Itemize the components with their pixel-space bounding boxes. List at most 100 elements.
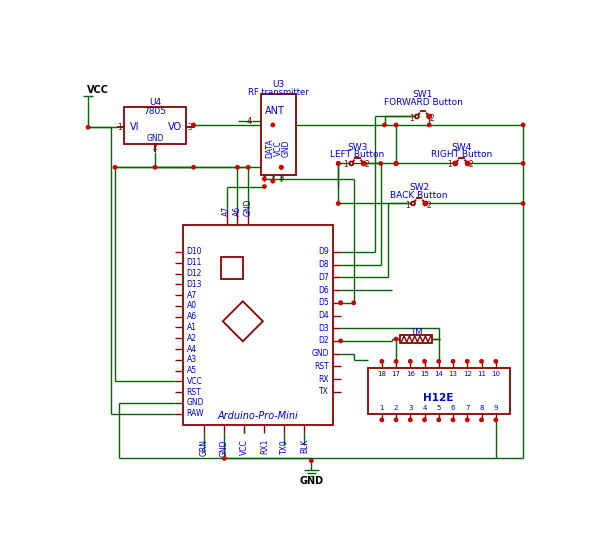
Circle shape xyxy=(192,166,195,169)
Text: RST: RST xyxy=(314,362,329,371)
Circle shape xyxy=(427,115,431,118)
Circle shape xyxy=(337,202,340,205)
Circle shape xyxy=(394,337,398,340)
Text: RAW: RAW xyxy=(187,409,204,418)
Text: A7: A7 xyxy=(187,291,197,300)
Text: A6: A6 xyxy=(187,312,197,321)
Text: A3: A3 xyxy=(187,355,197,365)
Circle shape xyxy=(454,161,457,165)
Text: D5: D5 xyxy=(319,298,329,307)
Text: 4: 4 xyxy=(247,116,252,125)
Text: 2: 2 xyxy=(469,161,473,170)
Bar xyxy=(221,258,243,279)
Circle shape xyxy=(271,179,275,183)
Bar xyxy=(183,225,333,425)
Text: SW3: SW3 xyxy=(347,143,368,152)
Circle shape xyxy=(409,360,412,363)
Bar xyxy=(262,94,296,175)
Text: GND: GND xyxy=(311,349,329,358)
Circle shape xyxy=(451,418,455,422)
Text: D8: D8 xyxy=(319,260,329,269)
Text: Arduino-Pro-Mini: Arduino-Pro-Mini xyxy=(217,411,298,421)
Circle shape xyxy=(263,185,266,188)
Text: A4: A4 xyxy=(187,344,197,353)
Text: 1: 1 xyxy=(409,114,414,123)
Text: A0: A0 xyxy=(187,301,197,310)
Text: 7: 7 xyxy=(465,404,470,410)
Text: VCC: VCC xyxy=(240,439,249,455)
Circle shape xyxy=(349,161,353,165)
Text: 15: 15 xyxy=(420,371,429,377)
Text: GRN: GRN xyxy=(200,439,209,456)
Text: SW2: SW2 xyxy=(409,183,429,192)
Text: BACK Button: BACK Button xyxy=(391,190,448,199)
Circle shape xyxy=(480,360,483,363)
Text: H12E: H12E xyxy=(423,393,454,403)
Text: VO: VO xyxy=(168,122,182,132)
Text: TX0: TX0 xyxy=(280,439,289,454)
Text: 1: 1 xyxy=(405,200,410,209)
Text: RST: RST xyxy=(187,388,202,396)
Text: 1M: 1M xyxy=(410,328,422,337)
Circle shape xyxy=(310,459,313,463)
Text: 2: 2 xyxy=(394,404,398,410)
Text: ANT: ANT xyxy=(265,106,285,116)
Text: TX: TX xyxy=(319,388,329,396)
Circle shape xyxy=(223,456,226,460)
Text: RX: RX xyxy=(319,375,329,384)
Circle shape xyxy=(466,162,469,165)
Circle shape xyxy=(339,301,343,305)
Text: 2: 2 xyxy=(430,114,434,123)
Text: D12: D12 xyxy=(187,269,202,278)
Circle shape xyxy=(352,301,355,305)
Bar xyxy=(400,335,432,343)
Text: SW4: SW4 xyxy=(451,143,472,152)
Text: D3: D3 xyxy=(319,324,329,333)
Circle shape xyxy=(362,162,365,165)
Text: 7805: 7805 xyxy=(143,108,167,116)
Text: U3: U3 xyxy=(272,81,284,90)
Text: 14: 14 xyxy=(434,371,443,377)
Circle shape xyxy=(86,125,90,129)
Text: D9: D9 xyxy=(319,248,329,256)
Text: 17: 17 xyxy=(392,371,401,377)
Circle shape xyxy=(271,123,275,127)
Text: 1: 1 xyxy=(448,161,452,170)
Circle shape xyxy=(383,123,386,127)
Circle shape xyxy=(280,166,283,169)
Circle shape xyxy=(521,162,525,165)
Text: RIGHT Button: RIGHT Button xyxy=(431,151,492,160)
Circle shape xyxy=(394,162,398,165)
Circle shape xyxy=(192,123,195,127)
Circle shape xyxy=(494,418,497,422)
Text: 1: 1 xyxy=(380,404,384,410)
Circle shape xyxy=(423,418,426,422)
Text: 3: 3 xyxy=(187,123,192,132)
Text: DATA: DATA xyxy=(265,138,274,158)
Text: 2: 2 xyxy=(364,161,369,170)
Circle shape xyxy=(415,115,419,118)
Text: VCC: VCC xyxy=(274,140,283,156)
Circle shape xyxy=(411,202,415,206)
Text: A7: A7 xyxy=(222,206,231,216)
Text: GND: GND xyxy=(187,398,204,408)
Bar xyxy=(368,367,510,414)
Text: LEFT Button: LEFT Button xyxy=(331,151,385,160)
Circle shape xyxy=(380,418,383,422)
Text: D4: D4 xyxy=(319,311,329,320)
Text: 2: 2 xyxy=(426,200,431,209)
Text: 5: 5 xyxy=(437,404,441,410)
Text: RF transmitter: RF transmitter xyxy=(248,88,308,97)
Circle shape xyxy=(454,162,457,165)
Text: D6: D6 xyxy=(319,286,329,295)
Text: A6: A6 xyxy=(233,206,242,216)
Circle shape xyxy=(466,161,470,165)
Text: 3: 3 xyxy=(279,175,284,181)
Circle shape xyxy=(437,360,440,363)
Circle shape xyxy=(427,115,431,118)
Circle shape xyxy=(379,162,382,165)
Circle shape xyxy=(424,202,427,205)
Text: 6: 6 xyxy=(451,404,455,410)
Circle shape xyxy=(427,123,431,127)
Text: 2: 2 xyxy=(271,175,275,181)
